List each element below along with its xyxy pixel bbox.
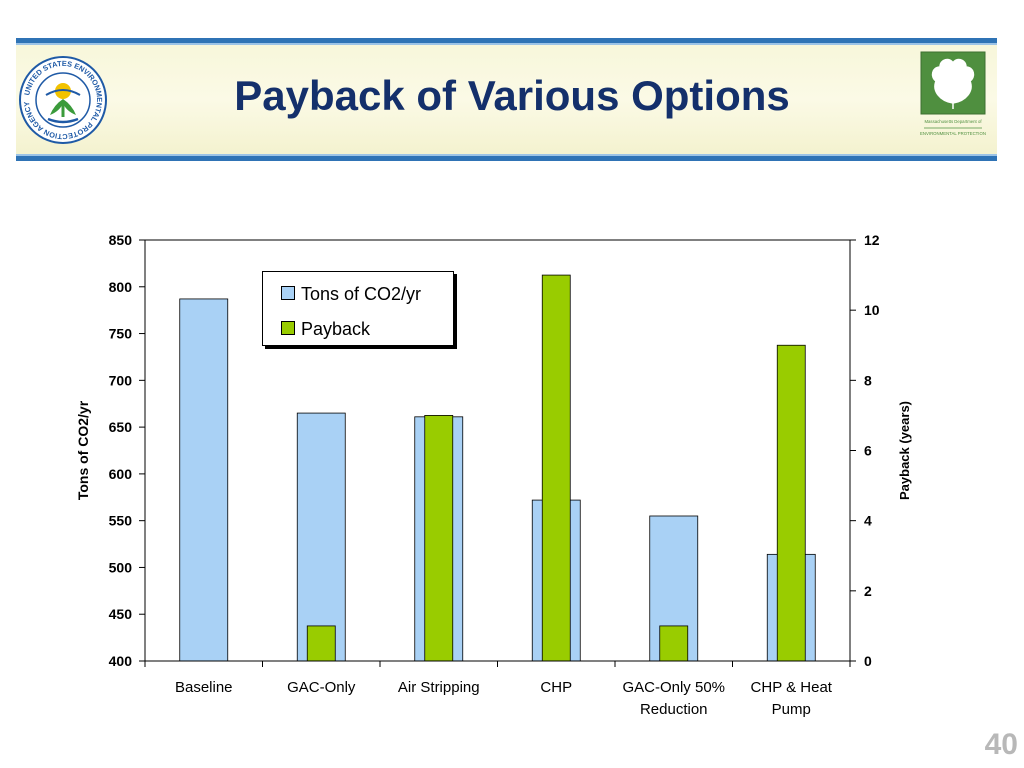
title-banner (16, 38, 997, 161)
y-tick-label-right: 12 (864, 232, 880, 248)
y-tick-label-right: 4 (864, 513, 872, 529)
legend-item-co2: Tons of CO2/yr (281, 284, 421, 304)
bar-payback (541, 274, 571, 662)
oak-leaf-icon (931, 58, 975, 109)
bar-payback (306, 625, 336, 662)
y-tick-label-left: 800 (109, 279, 133, 295)
chart-bars (179, 274, 816, 662)
y-tick-label-left: 550 (109, 513, 133, 529)
x-tick-label: Pump (772, 701, 811, 718)
x-tick-label: Air Stripping (398, 679, 480, 696)
legend-swatch-payback (281, 321, 295, 336)
y-axis-title-right: Payback (years) (897, 401, 912, 500)
y-tick-label-right: 0 (864, 653, 872, 669)
y-tick-label-left: 400 (109, 653, 133, 669)
y-tick-label-left: 700 (109, 372, 133, 388)
y-tick-label-right: 8 (864, 372, 872, 388)
massdep-name-line2: ENVIRONMENTAL PROTECTION (920, 131, 986, 136)
x-tick-label: GAC-Only 50% (622, 679, 725, 696)
bar-payback (659, 625, 689, 662)
x-tick-label: Reduction (640, 701, 708, 718)
y-tick-label-left: 500 (109, 559, 133, 575)
y-tick-label-left: 450 (109, 606, 133, 622)
bar-co2 (179, 298, 229, 662)
y-tick-label-right: 2 (864, 583, 872, 599)
x-tick-label: CHP (540, 679, 572, 696)
massdep-name-line1: Massachusetts Department of (924, 119, 982, 124)
banner-top-rule (16, 38, 997, 43)
y-tick-label-left: 600 (109, 466, 133, 482)
massdep-logo: Massachusetts Department of ENVIRONMENTA… (920, 51, 986, 136)
bar-co2 (296, 412, 346, 662)
x-tick-label: GAC-Only (287, 679, 356, 696)
y-tick-label-right: 6 (864, 443, 872, 459)
chart-axes: Baseline GAC-Only Air Stripping CHP GAC-Only… (75, 232, 912, 718)
banner-top-rule-light (16, 43, 997, 45)
y-tick-label-left: 850 (109, 232, 133, 248)
bar-payback (776, 344, 806, 662)
bar-payback (424, 415, 454, 662)
y-tick-label-left: 750 (109, 326, 133, 342)
y-tick-label-right: 10 (864, 302, 880, 318)
banner-bottom-rule (16, 156, 997, 161)
legend-swatch-co2 (281, 286, 295, 301)
chart-legend: Tons of CO2/yr Payback (262, 271, 454, 346)
banner-bottom-rule-light (16, 154, 997, 156)
y-tick-label-left: 650 (109, 419, 133, 435)
page-number: 40 (984, 728, 1018, 761)
x-tick-label: CHP & Heat (751, 679, 833, 696)
y-axis-title-left: Tons of CO2/yr (75, 400, 91, 500)
slide-title: Payback of Various Options (234, 72, 790, 119)
x-tick-label: Baseline (175, 679, 233, 696)
epa-seal-logo: UNITED STATES ENVIRONMENTAL PROTECTION A… (19, 56, 107, 144)
legend-label-payback: Payback (301, 319, 371, 339)
legend-label-co2: Tons of CO2/yr (301, 284, 422, 304)
legend-item-payback: Payback (281, 319, 370, 339)
